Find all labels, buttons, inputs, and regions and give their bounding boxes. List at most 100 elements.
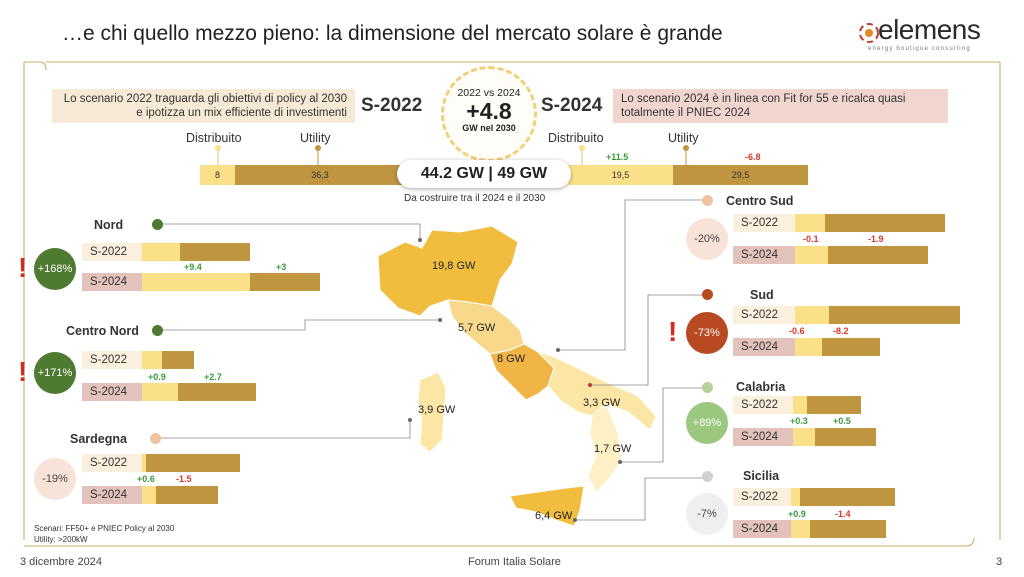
s2024-heading: S-2024 (541, 95, 603, 116)
alert-icon: ! (18, 356, 28, 387)
change-circle-sicilia: -7% (686, 493, 728, 535)
page-title: …e chi quello mezzo pieno: la dimensione… (62, 22, 723, 45)
centro-nord-delta-utility: +2.7 (204, 372, 222, 382)
region-dot-sicilia (702, 471, 713, 482)
sicilia-bar-2022 (791, 488, 895, 506)
sud-delta-utility: -8.2 (833, 326, 849, 336)
calabria-row-2022: S-2022 (733, 396, 793, 414)
centro-sud-bar-2024 (795, 246, 928, 264)
centro-sud-row-2022: S-2022 (733, 214, 795, 232)
centro-nord-delta-distribuito: +0.9 (148, 372, 166, 382)
sud-2022-distribuito (795, 306, 829, 324)
nord-delta-utility: +3 (276, 262, 287, 272)
calabria-2022-utility (807, 396, 861, 414)
centro-sud-2022-distribuito (795, 214, 825, 232)
s2024-distribuito-segment: 19,5 (568, 165, 673, 185)
s2022-distribuito-segment: 8 (200, 165, 235, 185)
change-circle-calabria: +89% (686, 402, 728, 444)
sicilia-bar-2024 (791, 520, 886, 538)
nord-row-2022: S-2022 (82, 243, 142, 261)
alert-icon: ! (18, 252, 28, 283)
map-sardegna (417, 371, 447, 453)
nord-bar-2024 (142, 273, 320, 291)
badge-top: 2022 vs 2024 (457, 87, 521, 99)
nord-2022-distribuito (142, 243, 180, 261)
nord-2022-utility (180, 243, 250, 261)
sardegna-row-2022: S-2022 (82, 454, 142, 472)
s2022-heading: S-2022 (361, 95, 423, 116)
map-label-centro-sud: 8 GW (497, 353, 526, 365)
badge-unit: GW nel 2030 (462, 123, 516, 133)
logo-name: elemens (878, 14, 981, 45)
s2022-description: Lo scenario 2022 traguarda gli obiettivi… (52, 89, 355, 123)
s2022-total-bar: 8 36,3 (200, 165, 405, 185)
s2022-utility-segment: 36,3 (235, 165, 405, 185)
sud-delta-distribuito: -0.6 (789, 326, 805, 336)
centro-nord-bar-2022 (142, 351, 194, 369)
s2022-distribuito-label: Distribuito (186, 131, 242, 145)
nord-row-2024: S-2024 (82, 273, 142, 291)
calabria-row-2024: S-2024 (733, 428, 793, 446)
sicilia-delta-utility: -1.4 (835, 509, 851, 519)
sardegna-bar-2022 (142, 454, 240, 472)
map-label-nord: 19,8 GW (432, 260, 476, 272)
sicilia-row-2022: S-2022 (733, 488, 791, 506)
region-title-centro-sud: Centro Sud (726, 194, 794, 208)
sardegna-2022-distribuito (142, 454, 146, 472)
footer-event: Forum Italia Solare (468, 556, 561, 568)
map-label-sicilia: 6,4 GW (535, 510, 573, 522)
calabria-2024-distribuito (793, 428, 815, 446)
s2024-distribuito-label: Distribuito (548, 131, 604, 145)
s2024-utility-label: Utility (668, 131, 699, 145)
region-title-centro-nord: Centro Nord (66, 324, 139, 338)
calabria-bar-2022 (793, 396, 861, 414)
s2024-description: Lo scenario 2024 è in linea con Fit for … (613, 89, 948, 123)
map-sicilia (509, 485, 585, 527)
italy-map (377, 225, 657, 527)
centro-nord-2022-utility (162, 351, 194, 369)
centro-sud-delta-distribuito: -0.1 (803, 234, 819, 244)
centro-sud-2022-utility (825, 214, 945, 232)
map-label-calabria: 1,7 GW (594, 443, 632, 455)
region-dot-centro-nord (152, 325, 163, 336)
badge-value: +4.8 (466, 98, 512, 124)
centro-nord-row-2022: S-2022 (82, 351, 142, 369)
nord-bar-2022 (142, 243, 250, 261)
map-sud (536, 350, 657, 431)
centro-sud-2024-utility (828, 246, 928, 264)
region-title-nord: Nord (94, 218, 124, 232)
centro-nord-2022-distribuito (142, 351, 162, 369)
region-dot-nord (152, 219, 163, 230)
s2024-utility-delta: -6.8 (745, 152, 761, 162)
map-label-centro-nord: 5,7 GW (458, 322, 496, 334)
change-circle-nord: +168% (34, 248, 76, 290)
region-dot-sardegna (150, 433, 161, 444)
notes-utility: Utility: >200kW (34, 535, 88, 544)
sicilia-2022-utility (800, 488, 895, 506)
sardegna-delta-utility: -1.5 (176, 474, 192, 484)
region-dot-centro-sud (702, 195, 713, 206)
sud-2024-utility (822, 338, 880, 356)
calabria-delta-utility: +0.5 (833, 416, 851, 426)
footer-date: 3 dicembre 2024 (20, 556, 102, 568)
region-dot-sud (702, 289, 713, 300)
nord-2024-utility (250, 273, 320, 291)
sud-2024-distribuito (795, 338, 822, 356)
s2024-distribuito-delta: +11.5 (606, 152, 629, 162)
map-nord (377, 225, 519, 317)
sardegna-delta-distribuito: +0.6 (137, 474, 155, 484)
sicilia-2024-distribuito (791, 520, 810, 538)
change-circle-centro-nord: +171% (34, 352, 76, 394)
logo (856, 18, 882, 53)
sardegna-row-2024: S-2024 (82, 486, 142, 504)
region-title-calabria: Calabria (736, 380, 786, 394)
change-circle-sud: -73% (686, 312, 728, 354)
sicilia-row-2024: S-2024 (733, 520, 791, 538)
calabria-2022-distribuito (793, 396, 807, 414)
sud-bar-2024 (795, 338, 880, 356)
centro-nord-row-2024: S-2024 (82, 383, 142, 401)
calabria-delta-distribuito: +0.3 (790, 416, 808, 426)
centro-sud-delta-utility: -1.9 (868, 234, 884, 244)
change-circle-sardegna: -19% (34, 458, 76, 500)
